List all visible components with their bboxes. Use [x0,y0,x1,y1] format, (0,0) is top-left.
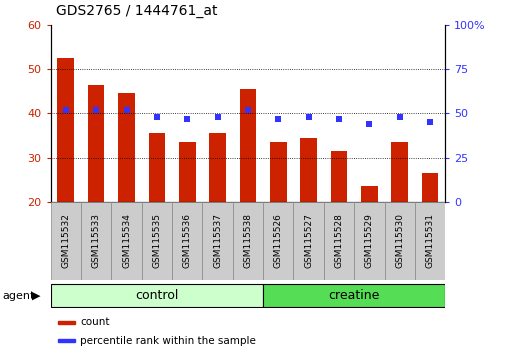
Text: GSM115526: GSM115526 [273,213,282,268]
Bar [330,151,346,202]
Text: GSM115536: GSM115536 [182,213,191,268]
Text: count: count [80,318,110,327]
Bar [59,339,75,342]
Bar [421,173,438,202]
Text: GSM115534: GSM115534 [122,213,131,268]
Bar [239,89,256,202]
Bar [232,202,263,280]
Text: GSM115530: GSM115530 [394,213,403,268]
Text: GSM115538: GSM115538 [243,213,252,268]
Point [395,114,403,120]
Point [334,116,342,121]
Bar [58,58,74,202]
Bar [148,133,165,202]
Bar [141,202,172,280]
Text: GSM115537: GSM115537 [213,213,222,268]
Point [425,119,433,125]
Bar [391,142,408,202]
Point [183,116,191,121]
Point [92,107,100,113]
Point [365,121,373,127]
Text: creatine: creatine [328,289,379,302]
Bar [202,202,232,280]
Point [304,114,312,120]
Bar [50,285,263,307]
Text: percentile rank within the sample: percentile rank within the sample [80,336,256,346]
Text: GSM115531: GSM115531 [425,213,434,268]
Bar [361,186,377,202]
Text: GSM115529: GSM115529 [364,213,373,268]
Text: agent: agent [3,291,35,301]
Bar [293,202,323,280]
Point [274,116,282,121]
Point [122,107,130,113]
Bar [179,142,195,202]
Point [153,114,161,120]
Point [213,114,221,120]
Point [243,107,251,113]
Point [62,107,70,113]
Bar [263,285,444,307]
Text: GSM115533: GSM115533 [91,213,100,268]
Text: GSM115535: GSM115535 [152,213,161,268]
Bar [209,133,225,202]
Bar [263,202,293,280]
Text: GSM115532: GSM115532 [61,213,70,268]
Bar [111,202,141,280]
Text: GSM115528: GSM115528 [334,213,343,268]
Bar [81,202,111,280]
Bar [88,85,105,202]
Bar [414,202,444,280]
Bar [270,142,286,202]
Text: GSM115527: GSM115527 [304,213,313,268]
Text: ▶: ▶ [32,291,40,301]
Bar [118,93,135,202]
Text: control: control [135,289,178,302]
Bar [300,138,317,202]
Bar [59,321,75,324]
Bar [172,202,202,280]
Bar [50,202,81,280]
Bar [354,202,384,280]
Bar [384,202,414,280]
Bar [323,202,353,280]
Text: GDS2765 / 1444761_at: GDS2765 / 1444761_at [56,4,217,18]
